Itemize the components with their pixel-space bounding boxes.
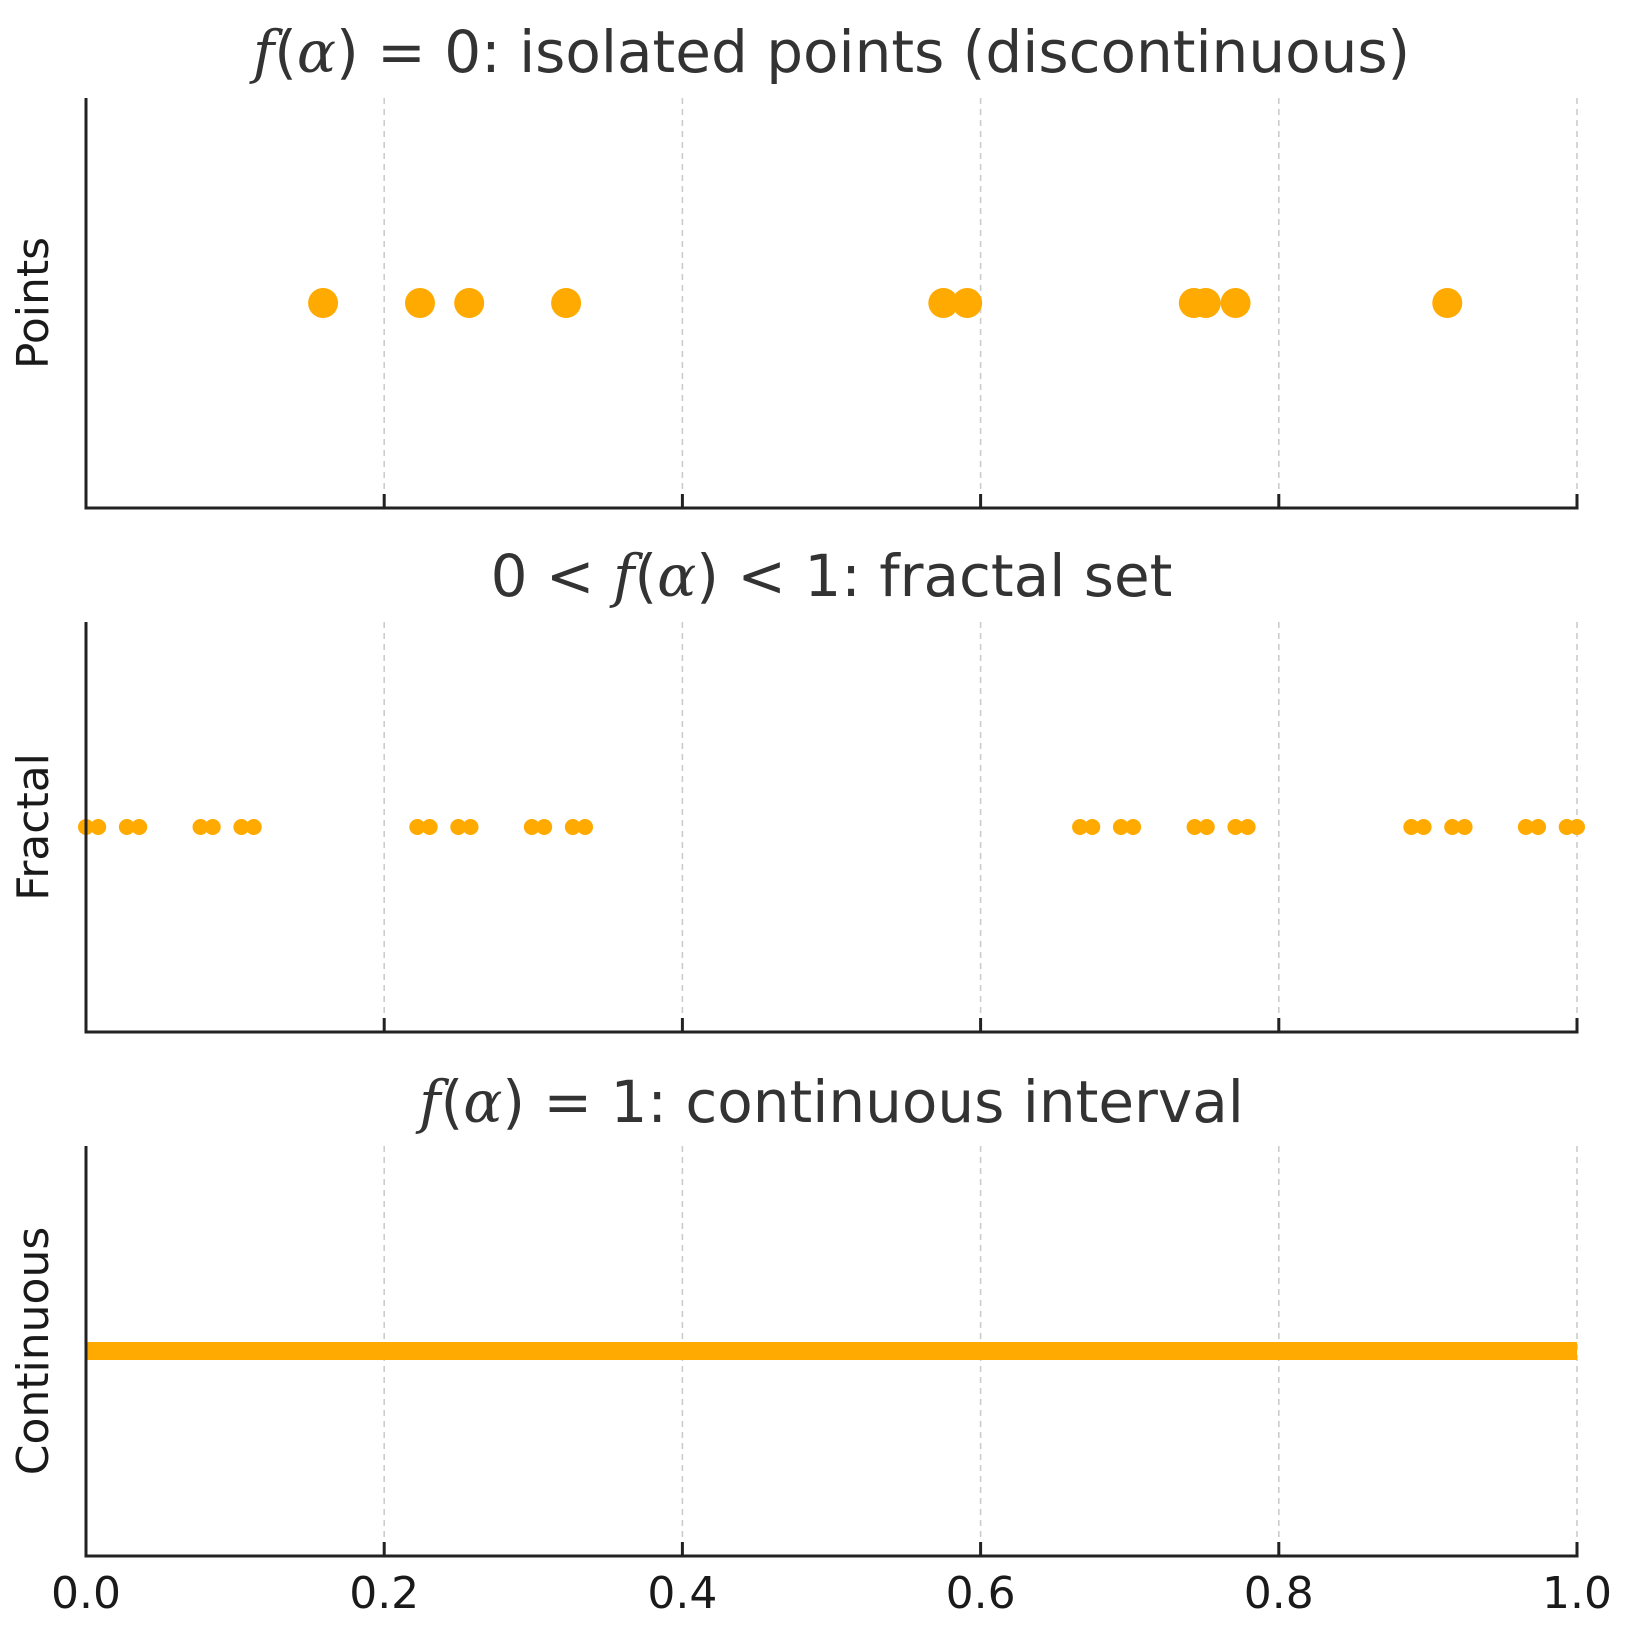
panel-title: f(α) = 1: continuous interval (415, 1068, 1244, 1136)
data-point (1569, 819, 1585, 835)
data-point (1084, 819, 1101, 835)
data-point (233, 819, 250, 835)
chart-panel-2: Fractal 0 < f(α) < 1: fractal set (8, 542, 1585, 1034)
y-axis-label: Continuous (8, 1227, 59, 1476)
chart-panel-1: Points f(α) = 0: isolated points (discont… (8, 18, 1579, 510)
data-point (952, 288, 983, 318)
data-point (1530, 819, 1547, 835)
data-point (204, 819, 221, 835)
data-point (454, 288, 485, 318)
data-point (462, 819, 479, 835)
data-point (1227, 819, 1244, 835)
title-text: ( (634, 542, 657, 610)
data-point (245, 819, 262, 835)
data-point (1198, 819, 1215, 835)
x-tick-label: 0.4 (647, 1568, 717, 1619)
data-point (1112, 819, 1129, 835)
data-point (1456, 819, 1473, 835)
data-point (551, 288, 582, 318)
data-point (1517, 819, 1534, 835)
data-point (90, 819, 107, 835)
data-point (1072, 819, 1089, 835)
data-point (577, 819, 594, 835)
data-point (928, 288, 959, 318)
data-point (1444, 819, 1461, 835)
panel-title: f(α) = 0: isolated points (discontinuous… (249, 18, 1410, 86)
data-point (421, 819, 438, 835)
data-point (564, 819, 581, 835)
title-text: ) = 1: continuous interval (502, 1068, 1244, 1136)
data-point (1432, 288, 1463, 318)
x-tick-label: 0.2 (349, 1568, 419, 1619)
data-point (409, 819, 426, 835)
title-text: ( (274, 18, 297, 86)
data-point (523, 819, 540, 835)
x-tick-label: 0.0 (51, 1568, 121, 1619)
panel-title: 0 < f(α) < 1: fractal set (491, 542, 1173, 610)
y-axis-label: Fractal (8, 753, 59, 901)
title-text: 0 < (491, 542, 613, 610)
data-point (118, 819, 135, 835)
data-point (536, 819, 553, 835)
data-point (192, 819, 209, 835)
title-text: ) < 1: fractal set (696, 542, 1172, 610)
title-math-symbol: α (297, 18, 336, 86)
title-math-symbol: α (463, 1068, 502, 1136)
chart-panel-3: 0.0 0.2 0.4 0.6 0.8 1.0 Continuous f(α) = 1: co… (8, 1068, 1612, 1619)
x-tick-label: 0.6 (946, 1568, 1016, 1619)
data-point (1415, 819, 1432, 835)
x-tick-label: 1.0 (1542, 1568, 1612, 1619)
data-point (404, 288, 435, 318)
data-point (1239, 819, 1256, 835)
title-text: ( (441, 1068, 464, 1136)
data-point (1125, 819, 1142, 835)
data-point (308, 288, 339, 318)
title-math-symbol: α (657, 542, 696, 610)
y-axis-label: Points (8, 237, 59, 369)
title-text: ) = 0: isolated points (discontinuous) (336, 18, 1410, 86)
data-point (1403, 819, 1420, 835)
x-tick-label: 0.8 (1244, 1568, 1314, 1619)
data-point (1220, 288, 1251, 318)
data-point (450, 819, 467, 835)
data-point (1190, 288, 1221, 318)
data-point (131, 819, 148, 835)
data-point (1186, 819, 1203, 835)
